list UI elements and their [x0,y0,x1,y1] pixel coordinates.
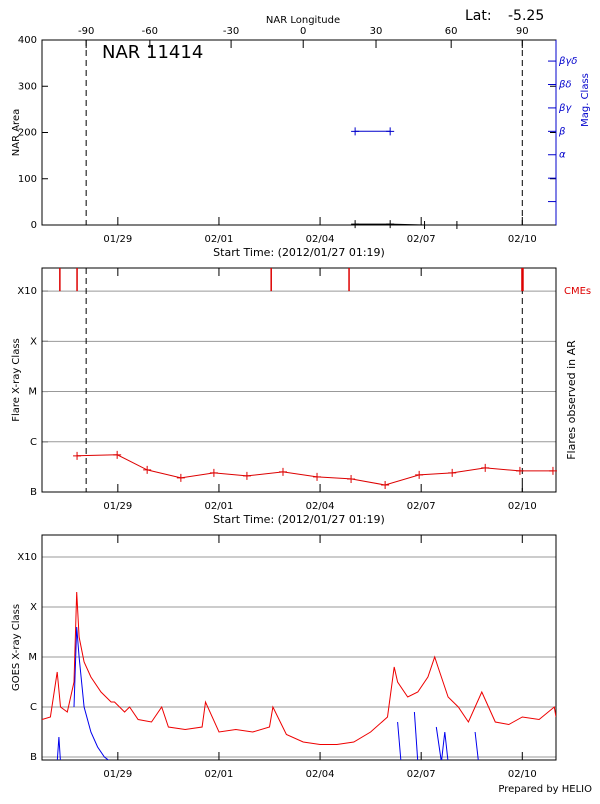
point-marker [515,466,524,475]
x-tick-label: 01/29 [103,234,132,245]
y-tick-label: M [28,652,37,663]
x-tick-label: 02/10 [508,769,537,780]
series-line [413,711,419,760]
x-tick-label: 02/07 [407,234,436,245]
y-tick-label: B [30,752,37,763]
y-tick-label: X10 [17,286,37,297]
point-marker [209,468,218,477]
plot-frame [41,39,557,226]
series-line [73,626,110,760]
y-axis-label: GOES X-ray Class [11,604,22,691]
x-tick-label: 02/04 [306,501,335,512]
x-tick-label: 01/29 [103,769,132,780]
chart-title: NAR 11414 [102,42,203,63]
x-tick-label: 01/29 [103,501,132,512]
y-tick-label: 200 [18,128,37,139]
point-marker [143,465,152,474]
plot-frame [41,534,557,761]
top-tick-label: 0 [300,26,306,37]
point-marker [313,472,322,481]
point-marker [242,471,251,480]
series-line [42,591,556,745]
point-marker [73,451,82,460]
series-line [355,223,457,226]
x-tick-label: 02/04 [306,769,335,780]
point-marker [381,480,390,489]
y2-tick-label: βγδ [558,56,577,67]
top-tick-label: 60 [445,26,458,37]
y2-tick-label: βγ [558,103,572,114]
series-line [56,736,61,760]
x-tick-label: 02/01 [205,501,234,512]
lat-label: Lat: [465,8,492,24]
point-marker [278,467,287,476]
x-tick-label: 02/10 [508,501,537,512]
x-axis-label: Start Time: (2012/01/27 01:19) [213,246,385,259]
point-marker [420,221,429,229]
series-line [474,731,479,760]
point-marker [351,127,360,136]
y-tick-label: 400 [18,35,37,46]
lat-value: -5.25 [508,8,544,24]
point-marker [481,463,490,472]
cme-legend: CMEs [564,286,591,297]
y-tick-label: C [30,437,37,448]
y-tick-label: X [30,336,37,347]
y-tick-label: X [30,602,37,613]
point-marker [452,221,461,229]
y-axis-label: Flare X-ray Class [11,338,22,422]
x-axis-label: Start Time: (2012/01/27 01:19) [213,513,385,526]
top-axis-label: NAR Longitude [266,15,340,26]
series-line [397,721,402,760]
plot-frame [41,267,557,493]
point-marker [347,474,356,483]
x-tick-label: 02/01 [205,769,234,780]
x-tick-label: 02/07 [407,769,436,780]
point-marker [448,468,457,477]
x-tick-label: 02/10 [508,234,537,245]
y-tick-label: C [30,702,37,713]
point-marker [351,220,360,229]
y2-tick-label: α [559,150,566,161]
top-tick-label: -60 [142,26,158,37]
y-axis-label: NAR Area [11,109,22,156]
point-marker [415,470,424,479]
footer: Prepared by HELIO [498,784,592,795]
y2-tick-label: β [558,126,566,137]
top-tick-label: -90 [78,26,94,37]
point-marker [113,450,122,459]
point-marker [386,220,395,229]
y2-axis-label: Flares observed in AR [565,340,578,460]
y-tick-label: X10 [17,552,37,563]
point-marker [386,127,395,136]
top-tick-label: -30 [223,26,239,37]
point-marker [548,466,557,475]
y-tick-label: 100 [18,174,37,185]
y-tick-label: 300 [18,81,37,92]
top-tick-label: 30 [370,26,383,37]
top-tick-label: 90 [516,26,529,37]
x-tick-label: 02/04 [306,234,335,245]
x-tick-label: 02/07 [407,501,436,512]
y-tick-label: M [28,387,37,398]
series-line [435,726,449,760]
x-tick-label: 02/01 [205,234,234,245]
y-tick-label: 0 [31,220,37,231]
y2-axis-label: Mag. Class [580,73,591,127]
point-marker [176,473,185,482]
y2-tick-label: βδ [558,79,572,90]
y-tick-label: B [30,487,37,498]
